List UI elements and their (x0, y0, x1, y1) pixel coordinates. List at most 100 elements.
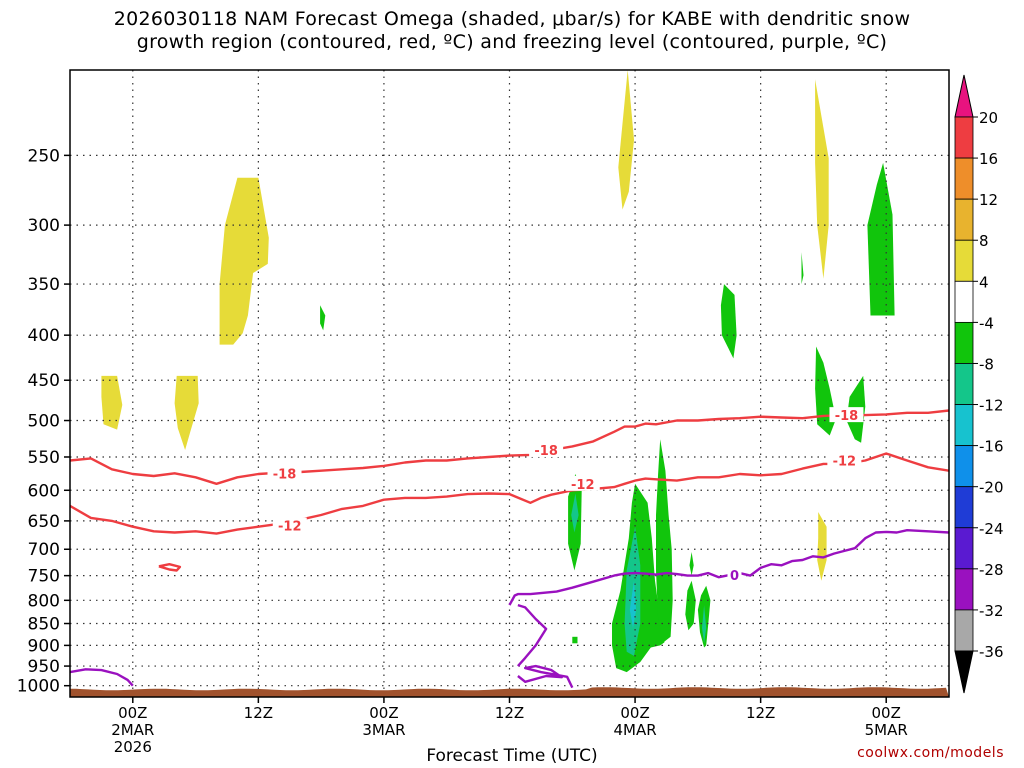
omega-region-5 (815, 79, 829, 279)
colorbar-bin-5 (954, 321, 974, 364)
omega-region-4 (618, 70, 634, 210)
x-tick-label: 12Z (495, 704, 524, 722)
x-tick-label: 00Z (620, 704, 649, 722)
colorbar-label: 16 (979, 150, 998, 168)
y-tick-label: 400 (28, 326, 60, 346)
colorbar-label: 12 (979, 191, 998, 209)
y-tick-label: 850 (28, 615, 60, 635)
colorbar-bin-10 (954, 527, 974, 570)
contour-label: -18 (273, 467, 297, 482)
contour-label: -18 (534, 444, 558, 459)
colorbar-label: 8 (979, 232, 989, 250)
colorbar-label: -12 (979, 397, 1004, 415)
title-line-2: growth region (contoured, red, ºC) and f… (136, 31, 888, 53)
omega-region-8 (720, 284, 737, 359)
y-tick-label: 350 (28, 275, 60, 295)
omega-region-22 (702, 605, 707, 644)
contour-line-1 (70, 452, 949, 535)
colorbar-label: 20 (979, 109, 998, 127)
x-tick-label: 12Z (746, 704, 775, 722)
colorbar-label: -28 (979, 561, 1004, 579)
colorbar-bin-8 (954, 445, 974, 488)
omega-region-1 (174, 375, 199, 450)
axes: 2503003504004505005506006507007508008509… (17, 69, 950, 756)
y-tick-label: 450 (28, 371, 60, 391)
contour-label-bg-0 (529, 441, 564, 457)
omega-region-18 (656, 439, 673, 644)
contour-label-bg-5 (827, 452, 862, 468)
y-tick-label: 600 (28, 481, 60, 501)
x-tick-label: 00Z (118, 704, 147, 722)
colorbar-label: -20 (979, 479, 1004, 497)
contour-line-5 (70, 668, 134, 687)
y-tick-label: 750 (28, 567, 60, 587)
contour-label: -12 (833, 454, 857, 469)
omega-region-20 (685, 580, 696, 631)
colorbar-bin-6 (954, 363, 974, 405)
colorbar-label: -4 (979, 314, 994, 332)
contour-label: -12 (571, 478, 595, 493)
contour-label: -18 (835, 409, 859, 424)
colorbar-label: -36 (979, 643, 1004, 661)
x-tick-label: 2MAR (111, 721, 154, 739)
omega-region-6 (867, 162, 895, 316)
colorbar-label: -32 (979, 602, 1004, 620)
contour-label: -12 (278, 520, 302, 535)
y-tick-label: 650 (28, 512, 60, 532)
y-tick-label: 800 (28, 591, 60, 611)
contour-label-bg-3 (272, 517, 307, 533)
colorbar-label: 4 (979, 273, 989, 291)
x-tick-label: 3MAR (362, 721, 405, 739)
omega-region-7 (801, 252, 804, 285)
colorbar-bin-7 (954, 404, 974, 447)
omega-shading (101, 70, 895, 673)
y-tick-label: 250 (28, 146, 60, 166)
y-tick-label: 550 (28, 448, 60, 468)
colorbar-bin-9 (954, 486, 974, 529)
title-line-1: 2026030118 NAM Forecast Omega (shaded, μ… (113, 8, 911, 30)
colorbar-bin-0 (954, 116, 974, 159)
y-tick-label: 1000 (17, 677, 60, 697)
omega-region-9 (815, 346, 836, 436)
colorbar-label: -16 (979, 438, 1004, 456)
y-tick-label: 700 (28, 540, 60, 560)
y-tick-label: 300 (28, 216, 60, 236)
colorbar-label: -24 (979, 520, 1004, 538)
terrain-fill (70, 687, 949, 697)
colorbar-bin-1 (954, 157, 974, 200)
colorbar-label: -8 (979, 355, 994, 373)
colorbar: 20 16 12 8 4 -4 -8 -12 -16 -20 -24 -28 -32 -36 (954, 74, 1004, 694)
contour-lines (70, 409, 949, 689)
credit-text: coolwx.com/models (857, 745, 1004, 761)
omega-region-0 (101, 375, 123, 430)
y-tick-label: 500 (28, 412, 60, 432)
y-tick-label: 950 (28, 657, 60, 677)
colorbar-bin-3 (954, 239, 974, 282)
x-tick-label: 12Z (244, 704, 273, 722)
omega-region-19 (689, 552, 694, 576)
colorbar-over-triangle (954, 74, 974, 118)
x-tick-label: 00Z (369, 704, 398, 722)
omega-region-14 (572, 636, 578, 644)
contour-line-3 (517, 603, 548, 667)
contour-line-6 (158, 563, 182, 572)
x-tick-label: 00Z (872, 704, 901, 722)
terrain (70, 687, 949, 697)
contour-labels: -18 -18 -18 -12 -12 -12 0 (267, 407, 864, 584)
chart-title: 2026030118 NAM Forecast Omega (shaded, μ… (0, 8, 1024, 54)
colorbar-bin-2 (954, 198, 974, 241)
y-tick-label: 900 (28, 636, 60, 656)
colorbar-bin-11 (954, 568, 974, 611)
contour-label-bg-4 (565, 475, 600, 491)
x-tick-label: 5MAR (865, 721, 908, 739)
omega-region-3 (320, 305, 326, 331)
x-axis-label: Forecast Time (UTC) (426, 746, 598, 766)
x-tick-label: 2026 (114, 738, 152, 756)
x-tick-label: 4MAR (613, 721, 656, 739)
contour-label-bg-1 (267, 465, 302, 481)
contour-label-bg-6 (727, 567, 742, 583)
contour-label: 0 (730, 569, 739, 584)
contour-line-4 (517, 664, 574, 689)
omega-region-11 (817, 512, 827, 581)
